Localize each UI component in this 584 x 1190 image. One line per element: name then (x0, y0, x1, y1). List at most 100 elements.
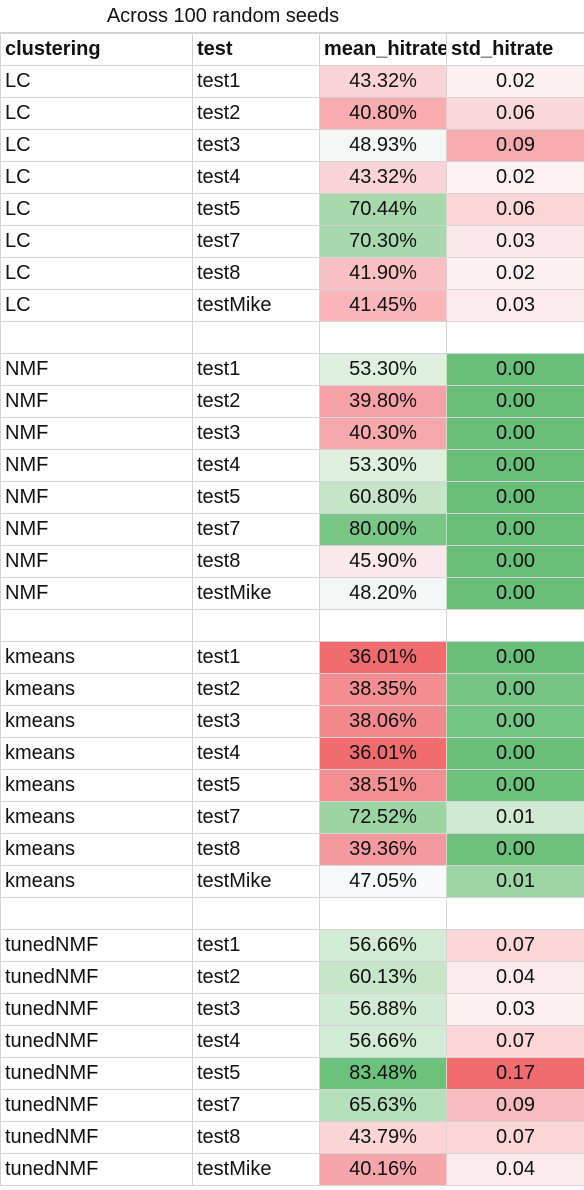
cell-clustering[interactable]: LC (1, 66, 193, 98)
cell-std-hitrate[interactable]: 0.03 (447, 290, 584, 322)
cell-mean-hitrate[interactable]: 39.36% (320, 834, 447, 866)
cell-mean-hitrate[interactable] (320, 322, 447, 354)
cell-test[interactable]: test4 (193, 162, 320, 194)
cell-clustering[interactable]: kmeans (1, 642, 193, 674)
cell-clustering[interactable]: tunedNMF (1, 1154, 193, 1186)
cell-clustering[interactable]: kmeans (1, 802, 193, 834)
cell-clustering[interactable]: NMF (1, 482, 193, 514)
cell-test[interactable]: test7 (193, 1090, 320, 1122)
cell-std-hitrate[interactable]: 0.00 (447, 834, 584, 866)
cell-mean-hitrate[interactable]: 65.63% (320, 1090, 447, 1122)
cell-mean-hitrate[interactable]: 60.80% (320, 482, 447, 514)
cell-test[interactable] (193, 610, 320, 642)
cell-clustering[interactable]: tunedNMF (1, 1122, 193, 1154)
cell-clustering[interactable]: LC (1, 98, 193, 130)
cell-std-hitrate[interactable]: 0.00 (447, 482, 584, 514)
header-std-hitrate[interactable]: std_hitrate (447, 34, 584, 66)
cell-std-hitrate[interactable]: 0.00 (447, 546, 584, 578)
cell-mean-hitrate[interactable]: 38.06% (320, 706, 447, 738)
cell-test[interactable]: test3 (193, 130, 320, 162)
cell-test[interactable]: test4 (193, 738, 320, 770)
cell-mean-hitrate[interactable]: 48.20% (320, 578, 447, 610)
cell-mean-hitrate[interactable]: 38.51% (320, 770, 447, 802)
cell-std-hitrate[interactable]: 0.00 (447, 674, 584, 706)
cell-std-hitrate[interactable]: 0.00 (447, 354, 584, 386)
cell-clustering[interactable]: kmeans (1, 770, 193, 802)
cell-std-hitrate[interactable]: 0.00 (447, 450, 584, 482)
header-clustering[interactable]: clustering (1, 34, 193, 66)
cell-test[interactable]: test4 (193, 450, 320, 482)
cell-mean-hitrate[interactable]: 56.66% (320, 1026, 447, 1058)
cell-clustering[interactable]: kmeans (1, 674, 193, 706)
cell-test[interactable]: test3 (193, 418, 320, 450)
cell-test[interactable]: testMike (193, 578, 320, 610)
cell-mean-hitrate[interactable]: 70.30% (320, 226, 447, 258)
cell-mean-hitrate[interactable]: 36.01% (320, 738, 447, 770)
cell-std-hitrate[interactable]: 0.02 (447, 258, 584, 290)
cell-test[interactable]: test3 (193, 706, 320, 738)
cell-std-hitrate[interactable]: 0.00 (447, 706, 584, 738)
cell-mean-hitrate[interactable]: 43.79% (320, 1122, 447, 1154)
cell-test[interactable]: test1 (193, 66, 320, 98)
cell-clustering[interactable]: tunedNMF (1, 1026, 193, 1058)
cell-mean-hitrate[interactable]: 56.88% (320, 994, 447, 1026)
cell-clustering[interactable]: NMF (1, 514, 193, 546)
cell-clustering[interactable]: tunedNMF (1, 930, 193, 962)
cell-test[interactable]: test1 (193, 354, 320, 386)
cell-mean-hitrate[interactable]: 56.66% (320, 930, 447, 962)
cell-clustering[interactable]: kmeans (1, 706, 193, 738)
cell-clustering[interactable]: kmeans (1, 866, 193, 898)
cell-std-hitrate[interactable]: 0.06 (447, 98, 584, 130)
cell-clustering[interactable]: NMF (1, 354, 193, 386)
cell-std-hitrate[interactable] (447, 898, 584, 930)
cell-mean-hitrate[interactable]: 45.90% (320, 546, 447, 578)
cell-test[interactable]: test2 (193, 98, 320, 130)
cell-test[interactable]: test8 (193, 258, 320, 290)
cell-clustering[interactable]: tunedNMF (1, 962, 193, 994)
cell-clustering[interactable]: tunedNMF (1, 994, 193, 1026)
cell-mean-hitrate[interactable] (320, 610, 447, 642)
cell-test[interactable]: test5 (193, 482, 320, 514)
cell-mean-hitrate[interactable]: 43.32% (320, 66, 447, 98)
cell-mean-hitrate[interactable]: 53.30% (320, 450, 447, 482)
cell-std-hitrate[interactable]: 0.06 (447, 194, 584, 226)
cell-test[interactable]: test8 (193, 546, 320, 578)
cell-test[interactable]: test2 (193, 962, 320, 994)
cell-std-hitrate[interactable]: 0.01 (447, 866, 584, 898)
header-mean-hitrate[interactable]: mean_hitrate (320, 34, 447, 66)
cell-std-hitrate[interactable]: 0.02 (447, 66, 584, 98)
cell-test[interactable] (193, 322, 320, 354)
cell-std-hitrate[interactable]: 0.03 (447, 994, 584, 1026)
cell-mean-hitrate[interactable]: 41.90% (320, 258, 447, 290)
cell-std-hitrate[interactable]: 0.02 (447, 162, 584, 194)
cell-std-hitrate[interactable]: 0.00 (447, 514, 584, 546)
cell-std-hitrate[interactable]: 0.07 (447, 1026, 584, 1058)
cell-clustering[interactable] (1, 898, 193, 930)
cell-test[interactable]: test7 (193, 802, 320, 834)
cell-std-hitrate[interactable]: 0.03 (447, 226, 584, 258)
cell-clustering[interactable] (1, 610, 193, 642)
cell-mean-hitrate[interactable]: 72.52% (320, 802, 447, 834)
cell-test[interactable]: test2 (193, 386, 320, 418)
cell-std-hitrate[interactable]: 0.07 (447, 930, 584, 962)
cell-std-hitrate[interactable]: 0.00 (447, 770, 584, 802)
cell-std-hitrate[interactable]: 0.00 (447, 642, 584, 674)
cell-clustering[interactable]: NMF (1, 578, 193, 610)
cell-clustering[interactable]: NMF (1, 418, 193, 450)
cell-std-hitrate[interactable]: 0.00 (447, 386, 584, 418)
cell-test[interactable]: test1 (193, 642, 320, 674)
cell-mean-hitrate[interactable]: 40.16% (320, 1154, 447, 1186)
cell-clustering[interactable]: NMF (1, 450, 193, 482)
cell-test[interactable]: test1 (193, 930, 320, 962)
table-title[interactable]: Across 100 random seeds (0, 5, 446, 28)
cell-mean-hitrate[interactable] (320, 898, 447, 930)
cell-mean-hitrate[interactable]: 38.35% (320, 674, 447, 706)
cell-std-hitrate[interactable]: 0.07 (447, 1122, 584, 1154)
cell-mean-hitrate[interactable]: 36.01% (320, 642, 447, 674)
cell-clustering[interactable]: LC (1, 162, 193, 194)
cell-mean-hitrate[interactable]: 48.93% (320, 130, 447, 162)
cell-clustering[interactable]: LC (1, 194, 193, 226)
cell-clustering[interactable]: kmeans (1, 738, 193, 770)
cell-clustering[interactable]: NMF (1, 386, 193, 418)
cell-test[interactable]: test7 (193, 514, 320, 546)
